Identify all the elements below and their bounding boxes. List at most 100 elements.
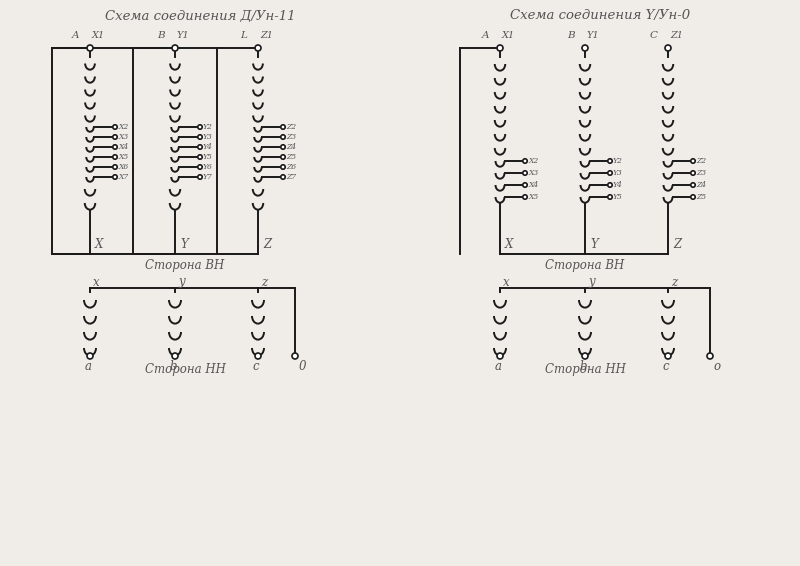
Text: x: x xyxy=(503,276,510,289)
Circle shape xyxy=(255,45,261,51)
Text: Z2: Z2 xyxy=(696,157,706,165)
Circle shape xyxy=(690,159,695,163)
Text: b: b xyxy=(170,361,177,374)
Circle shape xyxy=(665,353,671,359)
Text: X4: X4 xyxy=(528,181,538,189)
Text: Z7: Z7 xyxy=(286,173,296,181)
Circle shape xyxy=(665,45,671,51)
Text: Z3: Z3 xyxy=(696,169,706,177)
Text: a: a xyxy=(85,361,91,374)
Text: Z1: Z1 xyxy=(670,32,683,41)
Text: Z5: Z5 xyxy=(286,153,296,161)
Text: X2: X2 xyxy=(118,123,128,131)
Circle shape xyxy=(281,155,285,159)
Text: 0: 0 xyxy=(299,361,306,374)
Text: Y2: Y2 xyxy=(613,157,623,165)
Circle shape xyxy=(523,183,527,187)
Text: Z4: Z4 xyxy=(696,181,706,189)
Circle shape xyxy=(608,159,612,163)
Circle shape xyxy=(113,125,118,129)
Circle shape xyxy=(172,353,178,359)
Circle shape xyxy=(690,171,695,175)
Text: X7: X7 xyxy=(118,173,128,181)
Circle shape xyxy=(523,171,527,175)
Text: Z5: Z5 xyxy=(696,193,706,201)
Circle shape xyxy=(87,353,93,359)
Text: Сторона ВН: Сторона ВН xyxy=(146,259,225,272)
Text: y: y xyxy=(588,276,594,289)
Text: Z3: Z3 xyxy=(286,133,296,141)
Text: X2: X2 xyxy=(528,157,538,165)
Text: X1: X1 xyxy=(92,32,106,41)
Text: Y2: Y2 xyxy=(203,123,213,131)
Text: Y3: Y3 xyxy=(613,169,623,177)
Circle shape xyxy=(113,135,118,139)
Text: Y4: Y4 xyxy=(203,143,213,151)
Circle shape xyxy=(281,145,285,149)
Circle shape xyxy=(281,125,285,129)
Circle shape xyxy=(113,165,118,169)
Circle shape xyxy=(198,175,202,179)
Text: Y: Y xyxy=(180,238,188,251)
Text: Y1: Y1 xyxy=(587,32,600,41)
Text: Z1: Z1 xyxy=(260,32,273,41)
Circle shape xyxy=(707,353,713,359)
Text: Схема соединения Д/Ун-11: Схема соединения Д/Ун-11 xyxy=(105,10,295,23)
Circle shape xyxy=(608,171,612,175)
Text: X4: X4 xyxy=(118,143,128,151)
Circle shape xyxy=(198,125,202,129)
Text: A: A xyxy=(72,32,80,41)
Text: o: o xyxy=(714,361,721,374)
Circle shape xyxy=(582,353,588,359)
Text: Z2: Z2 xyxy=(286,123,296,131)
Circle shape xyxy=(87,45,93,51)
Text: z: z xyxy=(671,276,678,289)
Text: b: b xyxy=(579,361,586,374)
Text: a: a xyxy=(494,361,502,374)
Text: Y4: Y4 xyxy=(613,181,623,189)
Text: X1: X1 xyxy=(502,32,515,41)
Text: Z4: Z4 xyxy=(286,143,296,151)
Text: Y5: Y5 xyxy=(203,153,213,161)
Text: Z: Z xyxy=(263,238,271,251)
Text: Y: Y xyxy=(590,238,598,251)
Circle shape xyxy=(608,183,612,187)
Text: X5: X5 xyxy=(528,193,538,201)
Circle shape xyxy=(523,159,527,163)
Circle shape xyxy=(281,165,285,169)
Text: Y7: Y7 xyxy=(203,173,213,181)
Text: B: B xyxy=(157,32,165,41)
Text: x: x xyxy=(93,276,100,289)
Text: y: y xyxy=(178,276,185,289)
Circle shape xyxy=(198,135,202,139)
Text: X5: X5 xyxy=(118,153,128,161)
Circle shape xyxy=(582,45,588,51)
Text: B: B xyxy=(567,32,575,41)
Circle shape xyxy=(281,175,285,179)
Text: Схема соединения Y/Ун-0: Схема соединения Y/Ун-0 xyxy=(510,10,690,23)
Circle shape xyxy=(198,145,202,149)
Circle shape xyxy=(292,353,298,359)
Circle shape xyxy=(113,175,118,179)
Text: X: X xyxy=(95,238,103,251)
Text: c: c xyxy=(662,361,670,374)
Circle shape xyxy=(198,165,202,169)
Text: Z: Z xyxy=(673,238,681,251)
Circle shape xyxy=(690,195,695,199)
Text: C: C xyxy=(650,32,658,41)
Text: X3: X3 xyxy=(118,133,128,141)
Text: Сторона НН: Сторона НН xyxy=(145,363,226,376)
Text: Сторона НН: Сторона НН xyxy=(545,363,626,376)
Text: X3: X3 xyxy=(528,169,538,177)
Text: Сторона ВН: Сторона ВН xyxy=(546,259,625,272)
Text: Y1: Y1 xyxy=(177,32,190,41)
Circle shape xyxy=(690,183,695,187)
Circle shape xyxy=(172,45,178,51)
Circle shape xyxy=(281,135,285,139)
Text: Y6: Y6 xyxy=(203,163,213,171)
Text: c: c xyxy=(253,361,259,374)
Text: Z6: Z6 xyxy=(286,163,296,171)
Circle shape xyxy=(113,155,118,159)
Circle shape xyxy=(497,353,503,359)
Text: L: L xyxy=(241,32,247,41)
